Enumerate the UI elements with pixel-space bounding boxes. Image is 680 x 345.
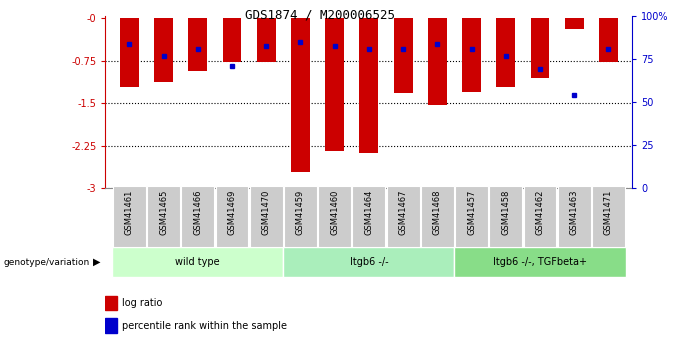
FancyBboxPatch shape	[558, 186, 591, 247]
Bar	[120, 18, 139, 87]
FancyBboxPatch shape	[318, 186, 351, 247]
Text: genotype/variation: genotype/variation	[3, 258, 90, 267]
Text: Itgb6 -/-, TGFbeta+: Itgb6 -/-, TGFbeta+	[493, 257, 587, 267]
Bar	[394, 18, 413, 93]
Bar	[565, 18, 583, 29]
Bar	[428, 18, 447, 105]
FancyBboxPatch shape	[421, 186, 454, 247]
FancyBboxPatch shape	[592, 186, 625, 247]
Bar	[530, 18, 549, 78]
Text: GDS1874 / M200006525: GDS1874 / M200006525	[245, 9, 394, 22]
FancyBboxPatch shape	[284, 247, 454, 277]
Bar	[599, 18, 618, 62]
Text: GSM41463: GSM41463	[570, 189, 579, 235]
Text: GSM41462: GSM41462	[536, 189, 545, 235]
Text: GSM41466: GSM41466	[193, 189, 202, 235]
FancyBboxPatch shape	[524, 186, 556, 247]
Text: log ratio: log ratio	[122, 298, 163, 308]
FancyBboxPatch shape	[113, 186, 146, 247]
FancyBboxPatch shape	[387, 186, 420, 247]
Bar	[188, 18, 207, 71]
Text: GSM41469: GSM41469	[228, 189, 237, 235]
Bar	[325, 18, 344, 151]
Text: GSM41460: GSM41460	[330, 189, 339, 235]
Text: ▶: ▶	[93, 257, 101, 267]
FancyBboxPatch shape	[182, 186, 214, 247]
Text: percentile rank within the sample: percentile rank within the sample	[122, 321, 287, 331]
FancyBboxPatch shape	[455, 186, 488, 247]
Bar	[257, 18, 275, 62]
FancyBboxPatch shape	[490, 186, 522, 247]
Text: GSM41465: GSM41465	[159, 189, 168, 235]
FancyBboxPatch shape	[352, 186, 386, 247]
FancyBboxPatch shape	[250, 186, 283, 247]
FancyBboxPatch shape	[216, 186, 248, 247]
FancyBboxPatch shape	[112, 247, 284, 277]
Bar	[105, 318, 118, 333]
Bar	[154, 18, 173, 82]
Text: GSM41470: GSM41470	[262, 189, 271, 235]
Bar	[291, 18, 310, 172]
Text: GSM41467: GSM41467	[398, 189, 407, 235]
FancyBboxPatch shape	[454, 247, 626, 277]
Bar	[222, 18, 241, 62]
Bar	[105, 296, 118, 310]
Text: wild type: wild type	[175, 257, 220, 267]
Text: GSM41468: GSM41468	[433, 189, 442, 235]
Text: GSM41471: GSM41471	[604, 189, 613, 235]
Text: GSM41457: GSM41457	[467, 189, 476, 235]
FancyBboxPatch shape	[147, 186, 180, 247]
Text: GSM41458: GSM41458	[501, 189, 510, 235]
Text: GSM41461: GSM41461	[125, 189, 134, 235]
Bar	[462, 18, 481, 92]
Text: GSM41464: GSM41464	[364, 189, 373, 235]
Text: Itgb6 -/-: Itgb6 -/-	[350, 257, 388, 267]
Bar	[360, 18, 378, 153]
Bar	[496, 18, 515, 87]
FancyBboxPatch shape	[284, 186, 317, 247]
Text: GSM41459: GSM41459	[296, 189, 305, 235]
